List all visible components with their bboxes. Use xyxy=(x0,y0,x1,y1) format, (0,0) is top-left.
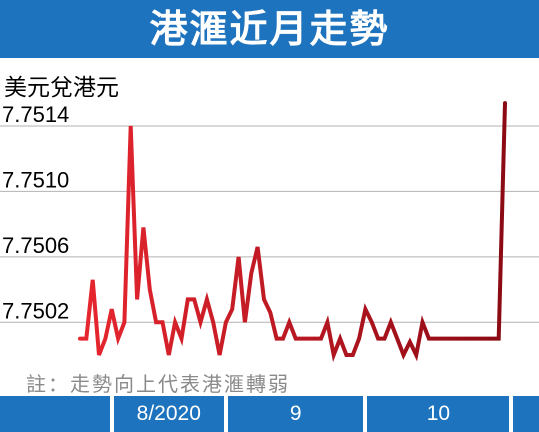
y-tick-label: 7.7506 xyxy=(2,233,69,258)
x-tick-label: 10 xyxy=(426,402,451,425)
y-tick-label: 7.7502 xyxy=(2,298,69,323)
chart-note: 註：走勢向上代表港滙轉弱 xyxy=(26,372,290,396)
x-axis-bar xyxy=(0,396,539,432)
x-axis-separator xyxy=(363,396,367,432)
y-axis-label: 美元兌港元 xyxy=(4,75,119,101)
x-axis-separator xyxy=(224,396,228,432)
y-tick-labels: 7.7514 7.7510 7.7506 7.7502 xyxy=(2,102,69,323)
y-tick-label: 7.7510 xyxy=(2,167,69,192)
grid-lines xyxy=(0,125,539,323)
chart-title: 港滙近月走勢 xyxy=(149,7,390,51)
y-tick-label: 7.7514 xyxy=(2,102,69,127)
series-line xyxy=(78,101,507,363)
title-bar xyxy=(0,0,539,58)
x-tick-label: 8/2020 xyxy=(136,402,201,425)
x-axis-separator xyxy=(509,396,513,432)
x-axis-separator xyxy=(110,396,114,432)
x-tick-label: 9 xyxy=(289,402,302,425)
